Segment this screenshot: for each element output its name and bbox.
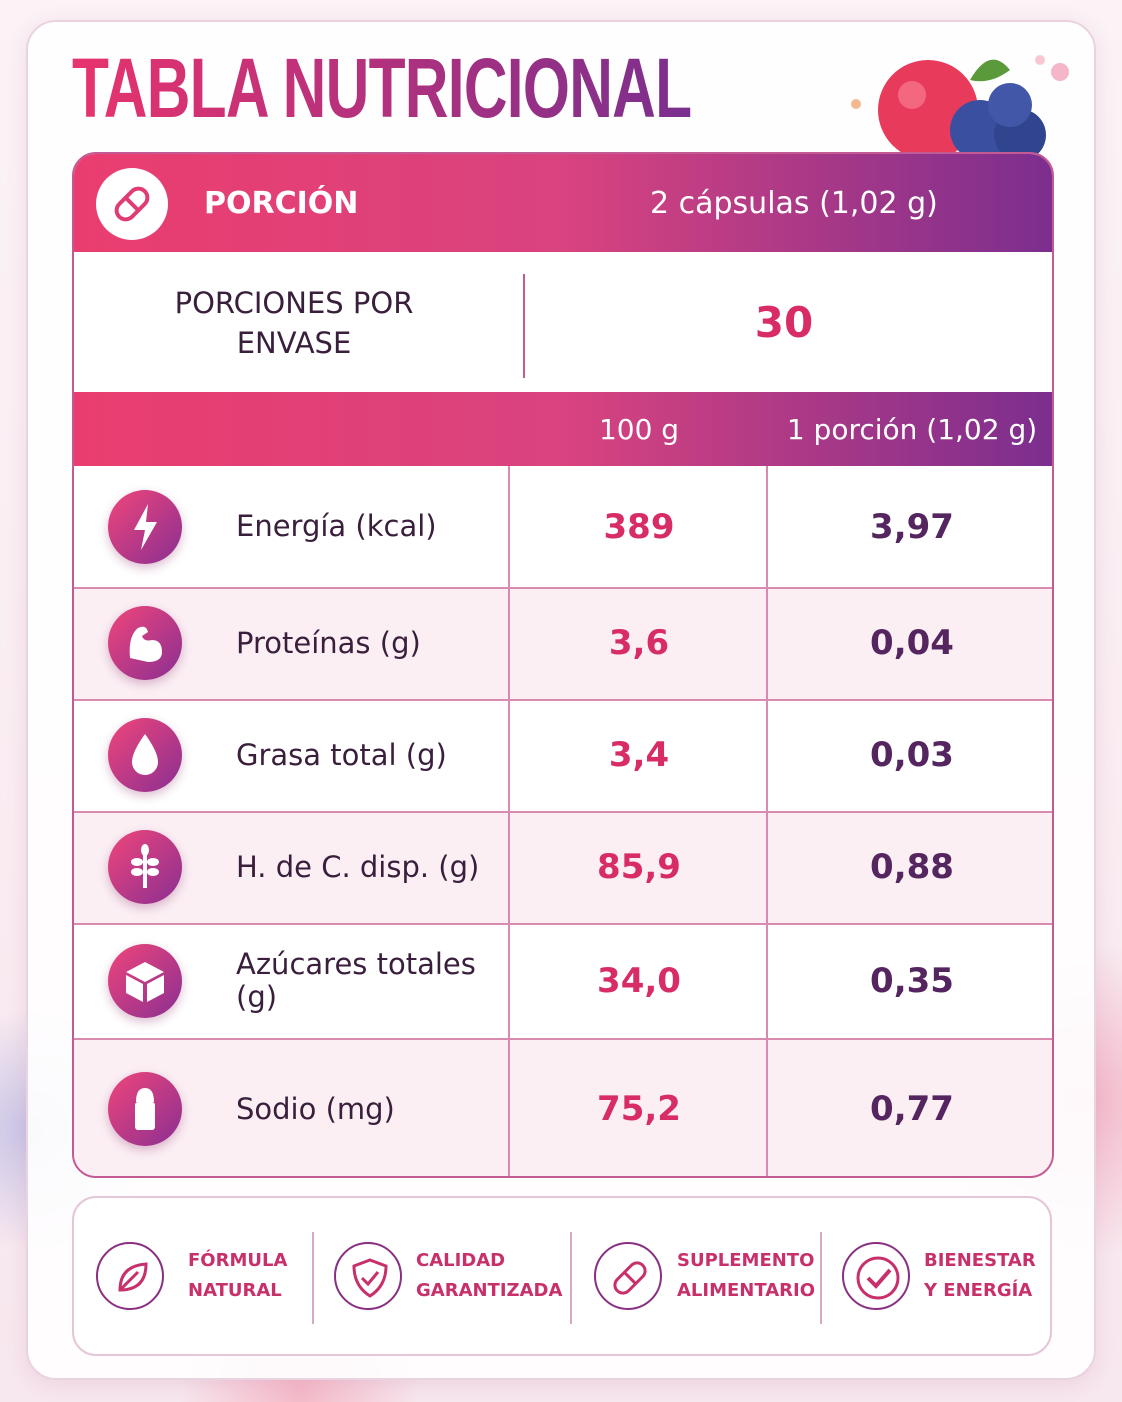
row-bg bbox=[74, 699, 1052, 811]
title: TABLA NUTRICIONAL bbox=[72, 41, 692, 135]
value-100g: 34,0 bbox=[597, 960, 681, 1001]
badge-icon bbox=[842, 1242, 910, 1310]
berries-decoration bbox=[851, 55, 1069, 161]
column-header: 100 g bbox=[598, 412, 680, 446]
row-icon bbox=[108, 830, 182, 904]
row-bg bbox=[74, 923, 1052, 1038]
badge-icon bbox=[594, 1242, 662, 1310]
servings-label: PORCIONES POR ENVASE bbox=[174, 286, 414, 360]
row-bg bbox=[74, 811, 1052, 923]
value-100g: 85,9 bbox=[597, 847, 681, 887]
nutrition-table: PORCIÓN 2 cápsulas (1,02 g) PORCIONES PO… bbox=[72, 152, 1054, 1178]
value-serving: 0,35 bbox=[870, 960, 954, 1001]
row-icon bbox=[108, 606, 182, 680]
value-100g: 389 bbox=[603, 506, 675, 547]
divider bbox=[523, 274, 525, 378]
servings-value: 30 bbox=[754, 297, 814, 347]
value-serving: 0,77 bbox=[870, 1089, 954, 1129]
column-header-band bbox=[74, 392, 1052, 466]
badge-label: FÓRMULA bbox=[188, 1250, 288, 1271]
column-header: 1 porción (1,02 g) bbox=[786, 412, 1038, 446]
row-bg bbox=[74, 466, 1052, 587]
nutrient-name: Grasa total (g) bbox=[236, 737, 447, 772]
capsule-icon bbox=[96, 168, 168, 240]
badge-icon bbox=[334, 1242, 402, 1310]
row-bg bbox=[74, 1038, 1052, 1176]
serving-label: PORCIÓN bbox=[204, 185, 359, 221]
row-icon bbox=[108, 1072, 182, 1146]
footer-badges: FÓRMULA NATURAL CALIDAD GARANTIZADA SUPLEMEN… bbox=[72, 1196, 1052, 1356]
row-icon bbox=[108, 943, 182, 1018]
badge-label: Y ENERGÍA bbox=[924, 1280, 1033, 1301]
nutrient-name: Azúcares totales (g) bbox=[236, 946, 476, 1014]
nutrient-name: Energía (kcal) bbox=[236, 509, 437, 543]
nutrient-name: Proteínas (g) bbox=[236, 625, 421, 660]
badge-divider bbox=[820, 1232, 822, 1324]
value-100g: 3,6 bbox=[608, 623, 670, 663]
badge-label: ALIMENTARIO bbox=[677, 1280, 816, 1301]
badge-divider bbox=[312, 1232, 314, 1324]
badge-divider bbox=[570, 1232, 572, 1324]
column-divider bbox=[766, 466, 768, 1176]
serving-value: 2 cápsulas (1,02 g) bbox=[650, 185, 938, 221]
value-serving: 0,04 bbox=[870, 623, 954, 663]
badge-label: BIENESTAR bbox=[924, 1250, 1036, 1271]
badge-label: SUPLEMENTO bbox=[677, 1250, 815, 1271]
row-bg bbox=[74, 587, 1052, 699]
value-serving: 3,97 bbox=[870, 506, 954, 547]
badge-icon bbox=[96, 1242, 164, 1310]
value-serving: 0,03 bbox=[870, 735, 954, 775]
badge-label: NATURAL bbox=[188, 1280, 282, 1301]
value-100g: 75,2 bbox=[597, 1089, 681, 1129]
badge-label: CALIDAD bbox=[416, 1250, 506, 1271]
nutrient-name: H. de C. disp. (g) bbox=[236, 849, 480, 884]
badge-label: GARANTIZADA bbox=[416, 1280, 563, 1301]
serving-band bbox=[74, 154, 1052, 252]
column-divider bbox=[508, 466, 510, 1176]
row-icon bbox=[108, 718, 182, 792]
value-100g: 3,4 bbox=[608, 735, 670, 775]
row-icon bbox=[108, 489, 182, 564]
value-serving: 0,88 bbox=[870, 847, 954, 887]
nutrient-name: Sodio (mg) bbox=[236, 1091, 395, 1126]
